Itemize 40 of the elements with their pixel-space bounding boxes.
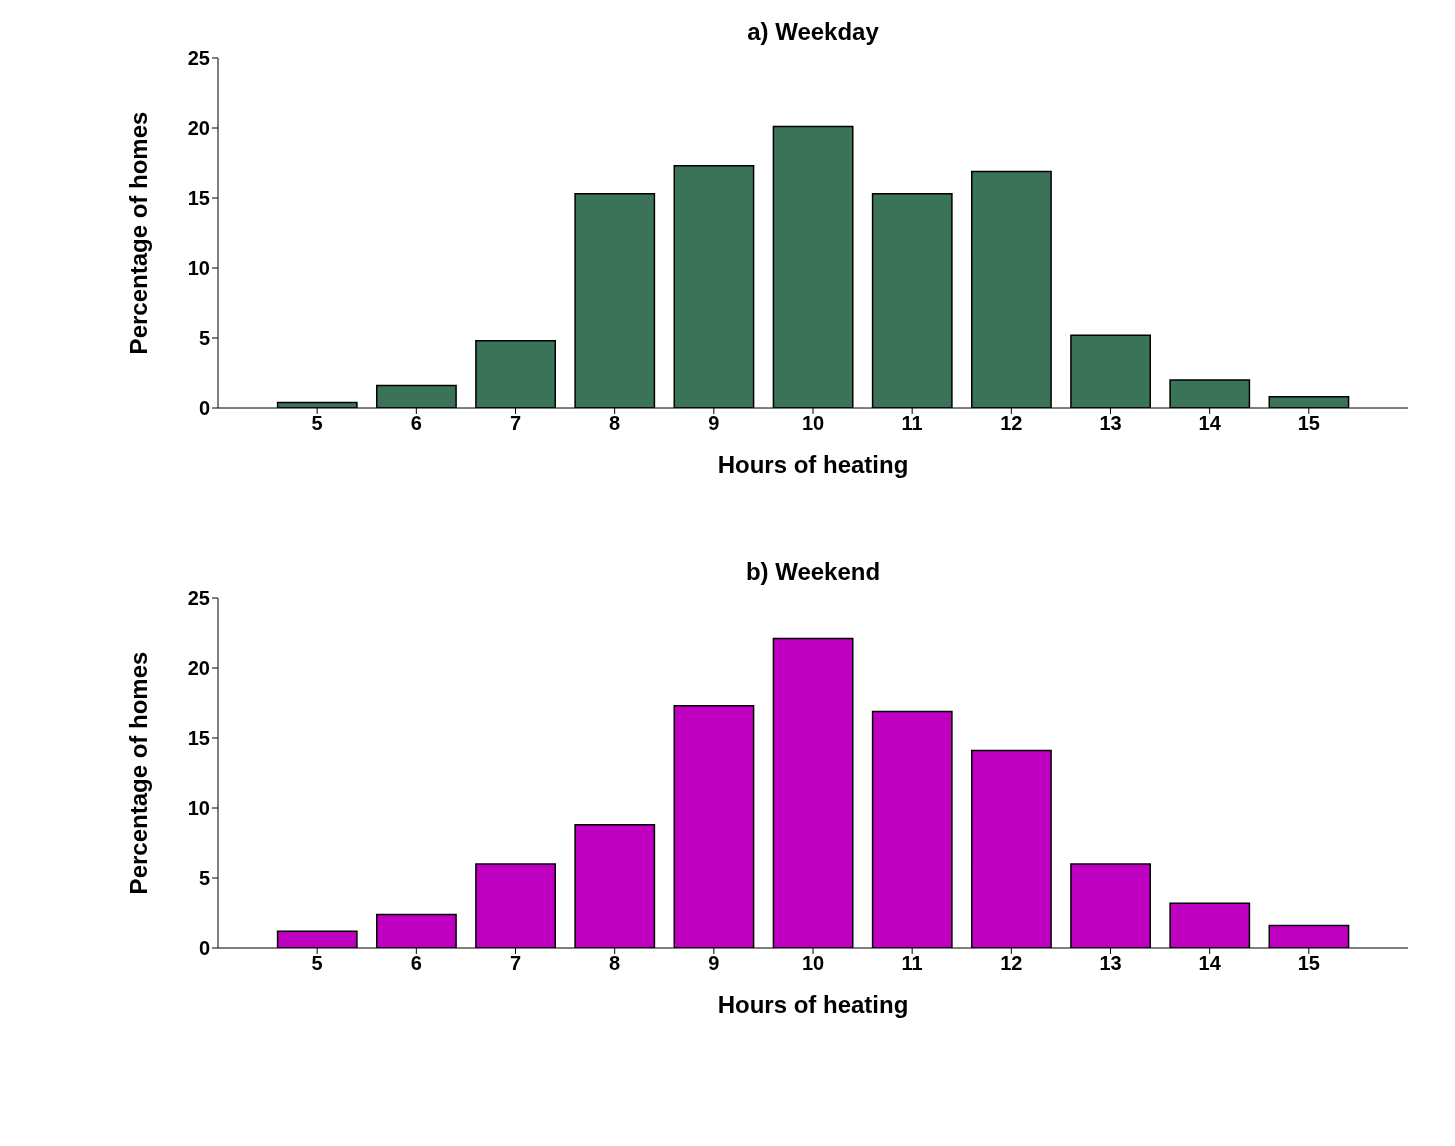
x-tick-label: 6 xyxy=(410,952,422,975)
y-tick-label: 15 xyxy=(187,727,210,750)
y-tick-label: 5 xyxy=(198,327,210,350)
x-tick-label: 14 xyxy=(1198,952,1222,975)
x-axis-title: Hours of heating xyxy=(717,451,909,478)
y-tick-label: 25 xyxy=(187,587,210,610)
y-tick-label: 10 xyxy=(187,257,210,280)
x-tick-label: 7 xyxy=(509,412,522,435)
x-tick-label: 9 xyxy=(708,412,720,435)
y-tick-label: 15 xyxy=(187,187,210,210)
x-axis-title: Hours of heating xyxy=(717,991,909,1018)
x-tick-label: 10 xyxy=(801,952,825,975)
x-tick-label: 10 xyxy=(801,412,825,435)
x-tick-label: 12 xyxy=(1000,412,1023,435)
x-tick-label: 11 xyxy=(901,412,923,435)
y-tick-label: 10 xyxy=(187,797,210,820)
x-tick-label: 14 xyxy=(1198,412,1222,435)
x-tick-label: 11 xyxy=(901,952,923,975)
x-tick-label: 7 xyxy=(509,952,522,975)
y-tick-label: 20 xyxy=(187,657,210,680)
x-tick-label: 12 xyxy=(1000,952,1023,975)
x-tick-label: 8 xyxy=(609,952,621,975)
x-tick-label: 13 xyxy=(1099,412,1122,435)
y-tick-label: 25 xyxy=(187,47,210,70)
y-axis-title: Percentage of homes xyxy=(124,651,152,895)
x-tick-label: 13 xyxy=(1099,952,1122,975)
x-tick-label: 5 xyxy=(311,952,323,975)
x-tick-label: 9 xyxy=(708,952,720,975)
chart-title: a) Weekday xyxy=(746,18,880,46)
y-tick-label: 5 xyxy=(198,867,210,890)
chart-title: b) Weekend xyxy=(744,558,882,586)
x-tick-label: 6 xyxy=(410,412,422,435)
x-tick-label: 15 xyxy=(1297,952,1320,975)
x-tick-label: 15 xyxy=(1297,412,1320,435)
y-tick-label: 20 xyxy=(187,117,210,140)
x-tick-label: 8 xyxy=(609,412,621,435)
y-axis-title: Percentage of homes xyxy=(124,111,152,355)
x-tick-label: 5 xyxy=(311,412,323,435)
y-tick-label: 0 xyxy=(198,937,210,960)
y-tick-label: 0 xyxy=(198,397,210,420)
